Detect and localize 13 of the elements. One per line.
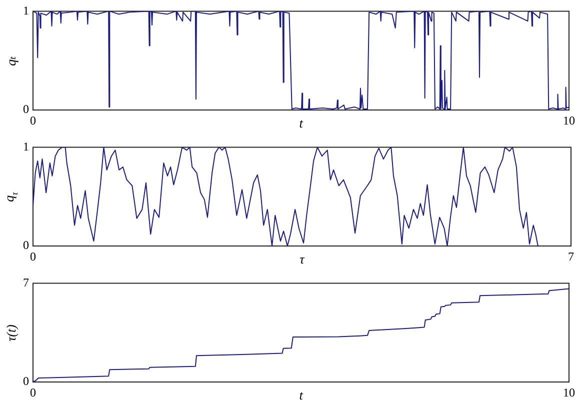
- x-axis-title: t: [299, 388, 303, 402]
- y-tick-label: 1: [23, 3, 29, 18]
- x-axis-title: t: [299, 116, 303, 130]
- y-axis-title: τ(t): [4, 324, 18, 342]
- x-tick-label: 10: [563, 385, 575, 400]
- y-tick-label: 0: [23, 102, 29, 116]
- y-tick-label: 1: [23, 139, 29, 154]
- y-tick-label: 7: [23, 275, 29, 290]
- x-tick-label: 10: [563, 113, 575, 128]
- x-axis-title: τ: [300, 252, 304, 266]
- y-tick-label: 0: [23, 374, 29, 388]
- y-tick-label: 0: [23, 238, 29, 252]
- y-axis-title: qₜ: [4, 56, 18, 66]
